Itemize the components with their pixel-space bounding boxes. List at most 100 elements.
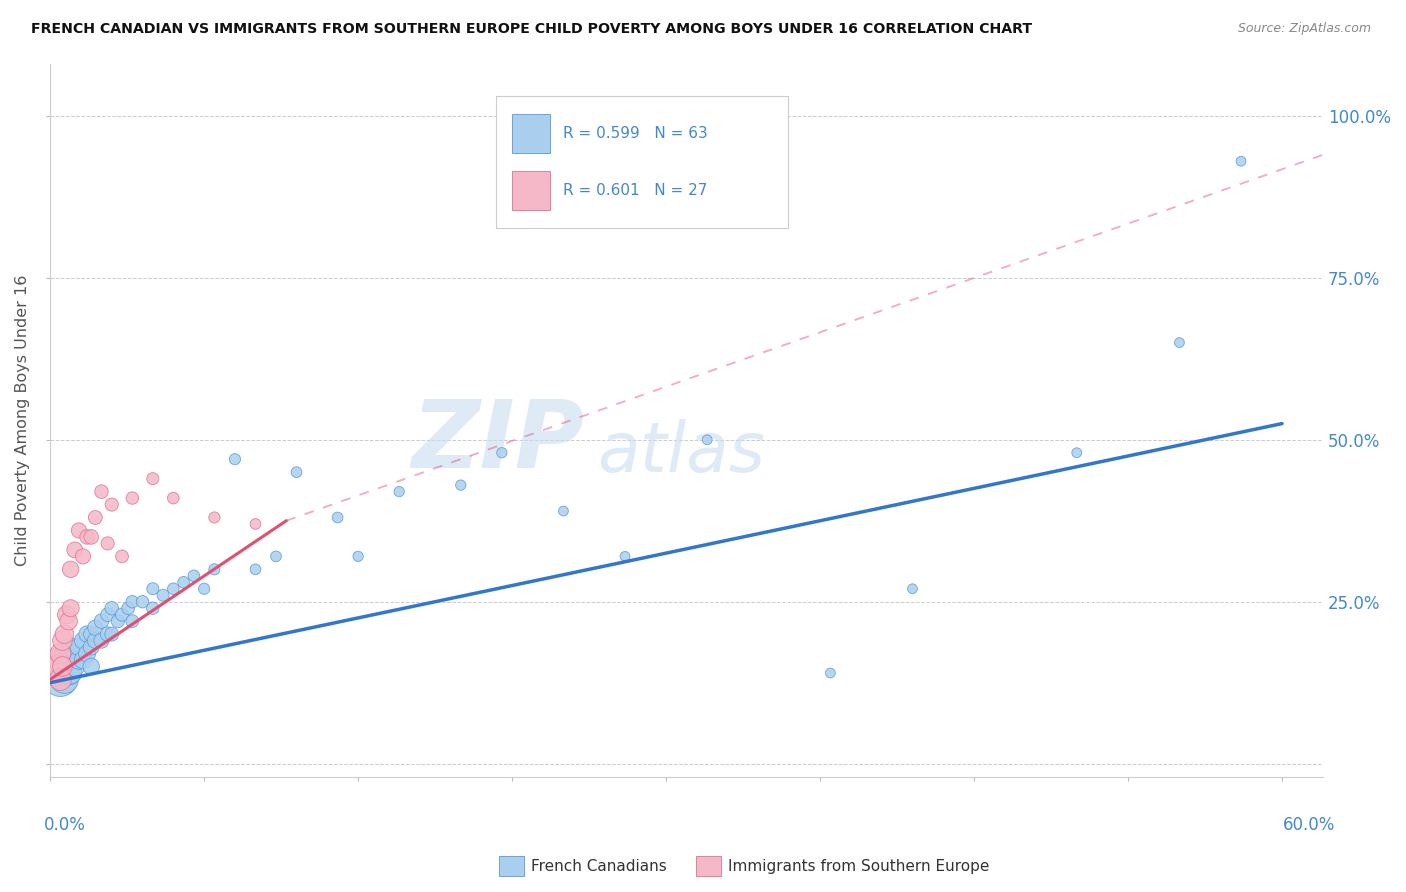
Point xyxy=(202,562,225,576)
Point xyxy=(121,491,143,505)
Point xyxy=(84,633,107,648)
Text: R = 0.601   N = 27: R = 0.601 N = 27 xyxy=(564,183,707,198)
Point xyxy=(820,665,842,680)
Point xyxy=(67,524,90,538)
Point xyxy=(1230,154,1253,169)
Point xyxy=(67,653,90,667)
Point xyxy=(614,549,637,564)
Point xyxy=(1168,335,1191,350)
Point xyxy=(111,607,134,622)
Point xyxy=(49,647,72,661)
Text: French Canadians: French Canadians xyxy=(531,859,668,873)
Point xyxy=(121,614,143,628)
Point xyxy=(76,627,98,641)
Point xyxy=(72,549,94,564)
Point xyxy=(142,472,165,486)
Point xyxy=(63,659,86,673)
Point xyxy=(80,627,103,641)
Point xyxy=(131,595,153,609)
Point xyxy=(49,673,72,687)
Point xyxy=(53,659,76,673)
Point xyxy=(901,582,924,596)
Point xyxy=(100,627,122,641)
Point xyxy=(162,491,184,505)
Point xyxy=(58,659,80,673)
Point xyxy=(326,510,349,524)
Point xyxy=(117,601,139,615)
Point xyxy=(245,562,267,576)
Point xyxy=(183,569,205,583)
Point xyxy=(45,653,67,667)
Point xyxy=(347,549,370,564)
Point xyxy=(162,582,184,596)
Point xyxy=(72,633,94,648)
Point xyxy=(173,575,195,590)
FancyBboxPatch shape xyxy=(496,96,789,228)
Point xyxy=(264,549,287,564)
Point xyxy=(58,614,80,628)
FancyBboxPatch shape xyxy=(512,171,550,211)
Point xyxy=(76,647,98,661)
Point xyxy=(97,536,120,550)
Point xyxy=(152,588,174,602)
Point xyxy=(67,640,90,654)
Point xyxy=(51,659,73,673)
Point xyxy=(76,530,98,544)
Point xyxy=(491,446,513,460)
Point xyxy=(63,647,86,661)
Point xyxy=(97,627,120,641)
Point xyxy=(245,516,267,531)
Point xyxy=(59,640,82,654)
Text: 0.0%: 0.0% xyxy=(44,816,86,834)
Point xyxy=(45,665,67,680)
Point xyxy=(53,653,76,667)
Point xyxy=(285,465,308,479)
Point xyxy=(51,633,73,648)
Point xyxy=(72,653,94,667)
Point xyxy=(553,504,575,518)
Point xyxy=(97,607,120,622)
Point xyxy=(450,478,472,492)
Point xyxy=(388,484,411,499)
Text: 60.0%: 60.0% xyxy=(1282,816,1334,834)
Point xyxy=(59,601,82,615)
Point xyxy=(107,614,129,628)
Text: Source: ZipAtlas.com: Source: ZipAtlas.com xyxy=(1237,22,1371,36)
Point xyxy=(90,633,112,648)
Point xyxy=(59,653,82,667)
Point xyxy=(90,484,112,499)
Point xyxy=(84,621,107,635)
Point xyxy=(224,452,246,467)
Point xyxy=(49,673,72,687)
Point xyxy=(142,601,165,615)
Point xyxy=(100,601,122,615)
Text: ZIP: ZIP xyxy=(412,396,585,488)
Text: Immigrants from Southern Europe: Immigrants from Southern Europe xyxy=(728,859,990,873)
Point xyxy=(80,659,103,673)
Text: FRENCH CANADIAN VS IMMIGRANTS FROM SOUTHERN EUROPE CHILD POVERTY AMONG BOYS UNDE: FRENCH CANADIAN VS IMMIGRANTS FROM SOUTH… xyxy=(31,22,1032,37)
Point xyxy=(90,614,112,628)
Point xyxy=(59,665,82,680)
Point xyxy=(49,659,72,673)
Point xyxy=(84,510,107,524)
Point xyxy=(100,498,122,512)
Text: R = 0.599   N = 63: R = 0.599 N = 63 xyxy=(564,126,707,141)
Point xyxy=(202,510,225,524)
Point xyxy=(58,647,80,661)
Point xyxy=(53,627,76,641)
Point xyxy=(111,549,134,564)
Y-axis label: Child Poverty Among Boys Under 16: Child Poverty Among Boys Under 16 xyxy=(15,275,30,566)
Point xyxy=(80,640,103,654)
Point xyxy=(59,562,82,576)
Point xyxy=(63,542,86,557)
Point xyxy=(48,659,70,673)
Point xyxy=(58,665,80,680)
Point xyxy=(53,673,76,687)
Point xyxy=(142,582,165,596)
Point xyxy=(121,595,143,609)
FancyBboxPatch shape xyxy=(512,114,550,153)
Point xyxy=(80,530,103,544)
Text: atlas: atlas xyxy=(598,419,765,486)
Point xyxy=(49,653,72,667)
Point xyxy=(55,607,77,622)
